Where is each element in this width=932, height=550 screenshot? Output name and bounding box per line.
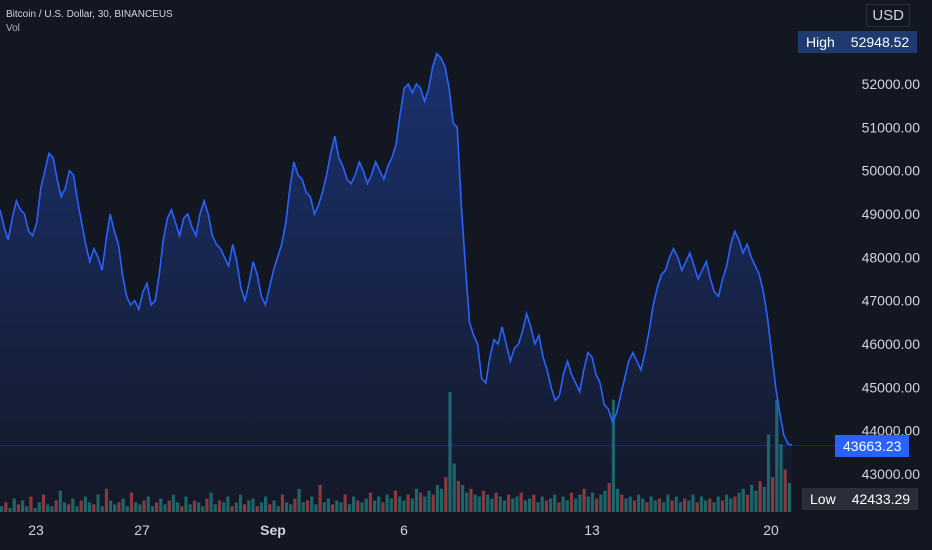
chart-legend: Bitcoin / U.S. Dollar, 30, BINANCEUS Vol <box>6 8 173 36</box>
x-tick-label: 23 <box>28 522 44 538</box>
x-tick-label: 20 <box>763 522 779 538</box>
y-axis[interactable]: 52000.00 51000.00 50000.00 49000.00 48000.00… <box>862 76 921 482</box>
x-tick-label: 27 <box>134 522 150 538</box>
low-label: Low <box>802 488 844 510</box>
last-price-tag: 43663.23 <box>835 435 910 457</box>
y-tick-label: 44000.00 <box>862 423 921 439</box>
low-price-tag: Low 42433.29 <box>802 488 919 510</box>
y-tick-label: 50000.00 <box>862 163 921 179</box>
high-label: High <box>806 34 835 50</box>
y-tick-label: 52000.00 <box>862 76 921 92</box>
x-tick-label: 6 <box>400 522 408 538</box>
y-tick-label: 46000.00 <box>862 336 921 352</box>
y-tick-label: 43000.00 <box>862 466 921 482</box>
high-value: 52948.52 <box>842 31 918 53</box>
x-tick-label: 13 <box>584 522 600 538</box>
y-tick-label: 51000.00 <box>862 119 921 135</box>
price-line <box>0 52 793 447</box>
y-tick-label: 45000.00 <box>862 379 921 395</box>
y-tick-label: 48000.00 <box>862 249 921 265</box>
y-tick-label: 49000.00 <box>862 206 921 222</box>
price-area-fill <box>0 53 792 512</box>
low-value: 42433.29 <box>843 488 919 510</box>
symbol-title[interactable]: Bitcoin / U.S. Dollar, 30, BINANCEUS <box>6 9 173 20</box>
currency-button[interactable]: USD <box>866 4 910 27</box>
high-price-tag: High 52948.52 <box>798 31 918 53</box>
y-tick-label: 47000.00 <box>862 293 921 309</box>
x-axis[interactable]: 23 27 Sep 6 13 20 <box>28 522 779 538</box>
x-tick-label: Sep <box>260 522 286 538</box>
volume-label[interactable]: Vol <box>6 23 20 34</box>
